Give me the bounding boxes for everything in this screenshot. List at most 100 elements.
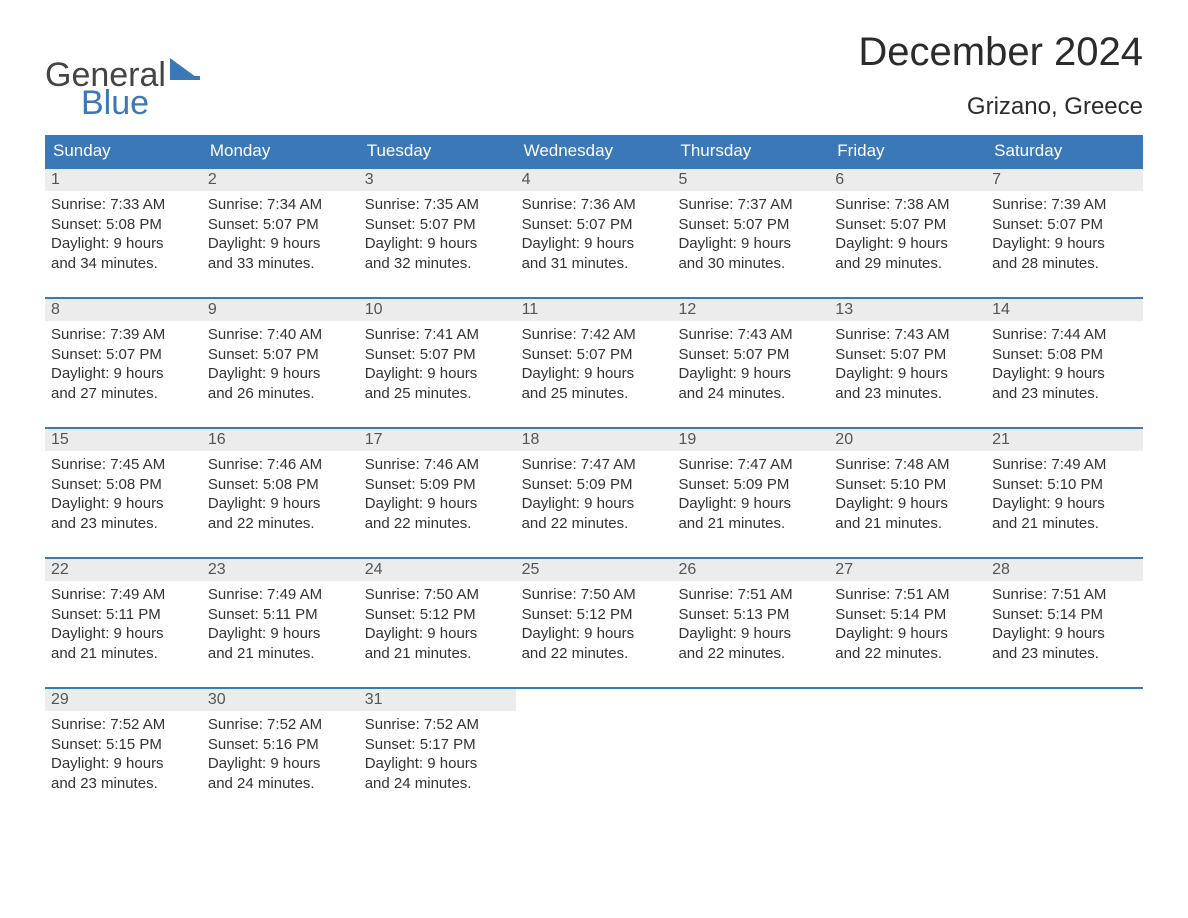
day-body: Sunrise: 7:39 AMSunset: 5:07 PMDaylight:… [986,191,1143,275]
week-row: 15Sunrise: 7:45 AMSunset: 5:08 PMDayligh… [45,427,1143,539]
day-number: 22 [45,559,202,581]
daylight-line-1: Daylight: 9 hours [992,624,1137,644]
daylight-line-2: and 23 minutes. [992,644,1137,664]
day-number: 7 [986,169,1143,191]
daylight-line-1: Daylight: 9 hours [208,364,353,384]
daylight-line-2: and 24 minutes. [208,774,353,794]
day-body: Sunrise: 7:47 AMSunset: 5:09 PMDaylight:… [672,451,829,535]
sunrise-line: Sunrise: 7:47 AM [522,455,667,475]
weekday-header: Sunday [45,135,202,167]
daylight-line-2: and 25 minutes. [522,384,667,404]
daylight-line-2: and 23 minutes. [992,384,1137,404]
day-cell: 31Sunrise: 7:52 AMSunset: 5:17 PMDayligh… [359,689,516,799]
daylight-line-1: Daylight: 9 hours [522,234,667,254]
day-cell [986,689,1143,799]
day-body: Sunrise: 7:50 AMSunset: 5:12 PMDaylight:… [516,581,673,665]
day-cell [829,689,986,799]
day-cell: 22Sunrise: 7:49 AMSunset: 5:11 PMDayligh… [45,559,202,669]
daylight-line-1: Daylight: 9 hours [522,494,667,514]
sunset-line: Sunset: 5:08 PM [992,345,1137,365]
sunset-line: Sunset: 5:07 PM [208,345,353,365]
sunrise-line: Sunrise: 7:37 AM [678,195,823,215]
daylight-line-2: and 26 minutes. [208,384,353,404]
sunset-line: Sunset: 5:16 PM [208,735,353,755]
sunset-line: Sunset: 5:09 PM [678,475,823,495]
day-cell: 5Sunrise: 7:37 AMSunset: 5:07 PMDaylight… [672,169,829,279]
daylight-line-2: and 21 minutes. [51,644,196,664]
day-body: Sunrise: 7:52 AMSunset: 5:15 PMDaylight:… [45,711,202,795]
day-cell: 1Sunrise: 7:33 AMSunset: 5:08 PMDaylight… [45,169,202,279]
day-number: 30 [202,689,359,711]
day-cell: 15Sunrise: 7:45 AMSunset: 5:08 PMDayligh… [45,429,202,539]
daylight-line-1: Daylight: 9 hours [678,364,823,384]
sunrise-line: Sunrise: 7:49 AM [992,455,1137,475]
day-number: 16 [202,429,359,451]
daylight-line-2: and 24 minutes. [365,774,510,794]
day-body: Sunrise: 7:39 AMSunset: 5:07 PMDaylight:… [45,321,202,405]
daylight-line-1: Daylight: 9 hours [51,754,196,774]
day-body: Sunrise: 7:49 AMSunset: 5:11 PMDaylight:… [45,581,202,665]
sunset-line: Sunset: 5:07 PM [992,215,1137,235]
day-number: 12 [672,299,829,321]
weekday-header-row: SundayMondayTuesdayWednesdayThursdayFrid… [45,135,1143,167]
weekday-header: Friday [829,135,986,167]
day-body: Sunrise: 7:43 AMSunset: 5:07 PMDaylight:… [829,321,986,405]
daylight-line-1: Daylight: 9 hours [51,364,196,384]
sunrise-line: Sunrise: 7:42 AM [522,325,667,345]
day-number: 3 [359,169,516,191]
sunset-line: Sunset: 5:07 PM [365,345,510,365]
day-body: Sunrise: 7:38 AMSunset: 5:07 PMDaylight:… [829,191,986,275]
sunset-line: Sunset: 5:07 PM [365,215,510,235]
day-body: Sunrise: 7:51 AMSunset: 5:14 PMDaylight:… [829,581,986,665]
day-number: 24 [359,559,516,581]
month-title: December 2024 [858,30,1143,75]
sunset-line: Sunset: 5:07 PM [522,345,667,365]
sunrise-line: Sunrise: 7:39 AM [992,195,1137,215]
daylight-line-1: Daylight: 9 hours [522,364,667,384]
day-cell: 11Sunrise: 7:42 AMSunset: 5:07 PMDayligh… [516,299,673,409]
day-body: Sunrise: 7:42 AMSunset: 5:07 PMDaylight:… [516,321,673,405]
calendar-grid: SundayMondayTuesdayWednesdayThursdayFrid… [45,135,1143,799]
sunrise-line: Sunrise: 7:47 AM [678,455,823,475]
day-body: Sunrise: 7:46 AMSunset: 5:09 PMDaylight:… [359,451,516,535]
sunrise-line: Sunrise: 7:35 AM [365,195,510,215]
title-block: December 2024 Grizano, Greece [858,30,1143,121]
daylight-line-1: Daylight: 9 hours [992,494,1137,514]
day-number: 17 [359,429,516,451]
sunset-line: Sunset: 5:07 PM [678,215,823,235]
day-number: 14 [986,299,1143,321]
daylight-line-1: Daylight: 9 hours [51,494,196,514]
sunrise-line: Sunrise: 7:49 AM [208,585,353,605]
sunrise-line: Sunrise: 7:45 AM [51,455,196,475]
day-body: Sunrise: 7:40 AMSunset: 5:07 PMDaylight:… [202,321,359,405]
sunset-line: Sunset: 5:07 PM [835,215,980,235]
sunrise-line: Sunrise: 7:50 AM [522,585,667,605]
sunrise-line: Sunrise: 7:38 AM [835,195,980,215]
day-number: 25 [516,559,673,581]
day-cell: 20Sunrise: 7:48 AMSunset: 5:10 PMDayligh… [829,429,986,539]
weekday-header: Saturday [986,135,1143,167]
daylight-line-2: and 23 minutes. [51,774,196,794]
day-number: 23 [202,559,359,581]
day-body: Sunrise: 7:50 AMSunset: 5:12 PMDaylight:… [359,581,516,665]
sunset-line: Sunset: 5:12 PM [365,605,510,625]
day-cell: 26Sunrise: 7:51 AMSunset: 5:13 PMDayligh… [672,559,829,669]
day-number: 21 [986,429,1143,451]
sunrise-line: Sunrise: 7:50 AM [365,585,510,605]
daylight-line-2: and 24 minutes. [678,384,823,404]
day-number: 15 [45,429,202,451]
daylight-line-1: Daylight: 9 hours [51,624,196,644]
day-cell: 3Sunrise: 7:35 AMSunset: 5:07 PMDaylight… [359,169,516,279]
day-cell: 6Sunrise: 7:38 AMSunset: 5:07 PMDaylight… [829,169,986,279]
daylight-line-2: and 22 minutes. [678,644,823,664]
day-body: Sunrise: 7:52 AMSunset: 5:16 PMDaylight:… [202,711,359,795]
day-body: Sunrise: 7:35 AMSunset: 5:07 PMDaylight:… [359,191,516,275]
daylight-line-1: Daylight: 9 hours [522,624,667,644]
sunset-line: Sunset: 5:09 PM [365,475,510,495]
day-body: Sunrise: 7:36 AMSunset: 5:07 PMDaylight:… [516,191,673,275]
location-subtitle: Grizano, Greece [858,93,1143,121]
daylight-line-2: and 34 minutes. [51,254,196,274]
flag-icon [170,58,200,84]
day-cell: 4Sunrise: 7:36 AMSunset: 5:07 PMDaylight… [516,169,673,279]
daylight-line-2: and 21 minutes. [992,514,1137,534]
